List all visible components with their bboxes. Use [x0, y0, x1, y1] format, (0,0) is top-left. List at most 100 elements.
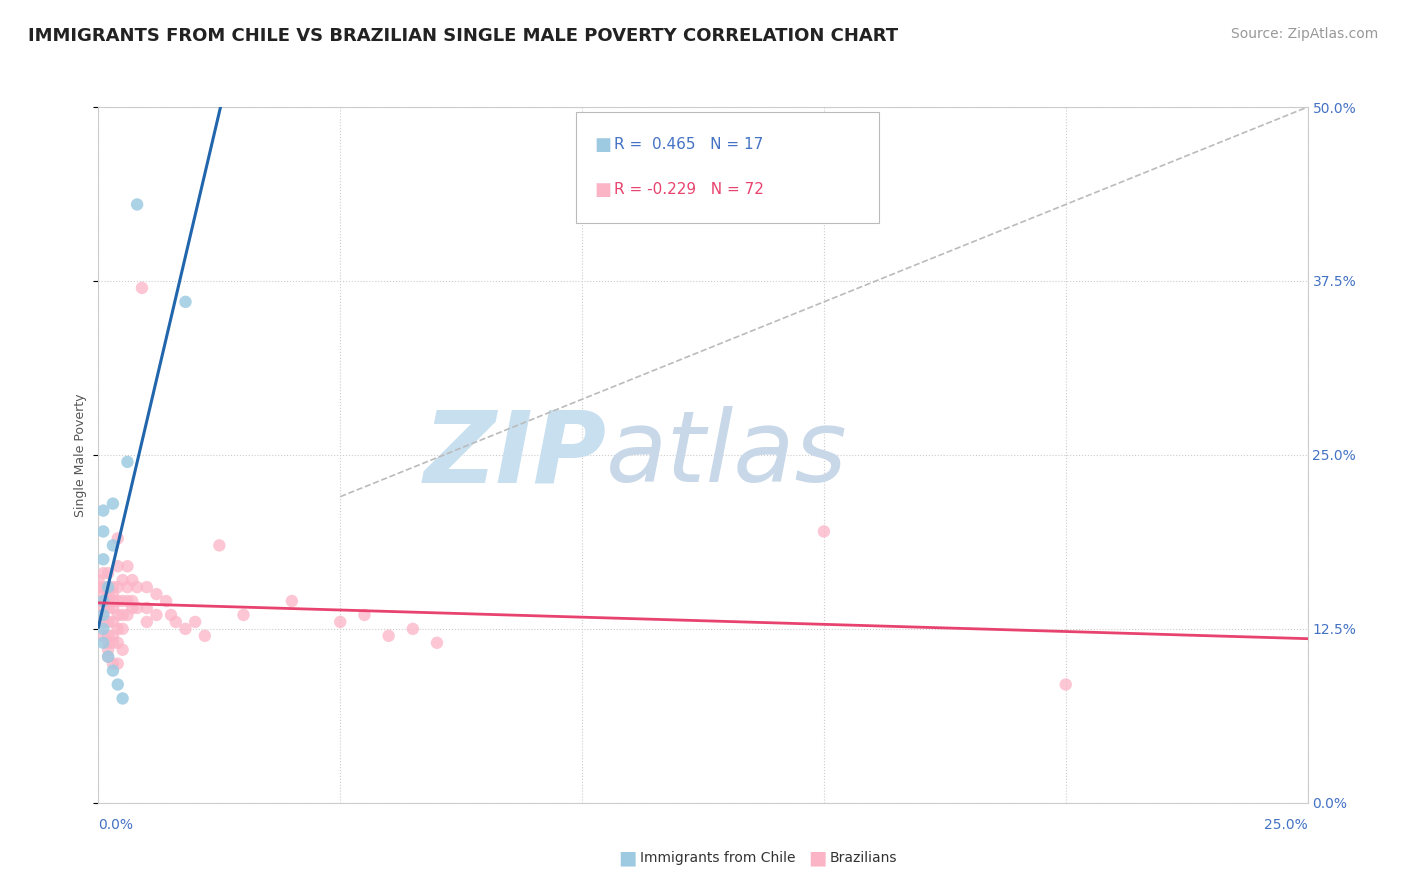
Text: Source: ZipAtlas.com: Source: ZipAtlas.com [1230, 27, 1378, 41]
Point [174, 622, 197, 636]
Point [131, 281, 153, 295]
Text: 0.0%: 0.0% [98, 818, 134, 832]
Point [426, 636, 449, 650]
Point [101, 601, 124, 615]
Point [160, 607, 183, 622]
Point [97, 615, 120, 629]
Point [101, 636, 124, 650]
Point [91, 587, 114, 601]
Point [117, 580, 139, 594]
Point [97, 587, 120, 601]
Point [353, 607, 375, 622]
Point [107, 594, 129, 608]
Text: ■: ■ [595, 181, 612, 199]
Point [101, 629, 124, 643]
Text: Brazilians: Brazilians [830, 851, 897, 865]
Text: R =  0.465   N = 17: R = 0.465 N = 17 [614, 137, 763, 153]
Point [97, 580, 120, 594]
Point [101, 580, 124, 594]
Point [184, 615, 207, 629]
Point [91, 629, 114, 643]
Point [91, 503, 114, 517]
Point [91, 580, 114, 594]
Point [91, 615, 114, 629]
Point [377, 629, 399, 643]
Point [135, 615, 157, 629]
Point [101, 587, 124, 601]
Text: ■: ■ [619, 848, 637, 868]
Point [155, 594, 177, 608]
Point [107, 532, 129, 546]
Point [127, 601, 149, 615]
Point [117, 559, 139, 574]
Text: Immigrants from Chile: Immigrants from Chile [640, 851, 796, 865]
Point [813, 524, 835, 539]
Point [111, 607, 134, 622]
Point [194, 629, 217, 643]
Text: ■: ■ [595, 136, 612, 153]
Point [91, 636, 114, 650]
Point [97, 594, 120, 608]
Text: atlas: atlas [606, 407, 848, 503]
Point [97, 601, 120, 615]
Point [107, 636, 129, 650]
Text: ■: ■ [808, 848, 827, 868]
Point [111, 642, 134, 657]
Point [165, 615, 187, 629]
Point [121, 601, 143, 615]
Point [135, 580, 157, 594]
Text: 25.0%: 25.0% [1264, 818, 1308, 832]
Point [91, 594, 114, 608]
Y-axis label: Single Male Poverty: Single Male Poverty [73, 393, 87, 516]
Point [107, 607, 129, 622]
Point [107, 580, 129, 594]
Point [91, 607, 114, 622]
Point [1054, 677, 1077, 691]
Point [111, 691, 134, 706]
Point [87, 580, 110, 594]
Point [121, 594, 143, 608]
Text: R = -0.229   N = 72: R = -0.229 N = 72 [614, 182, 765, 197]
Point [101, 538, 124, 552]
Point [135, 601, 157, 615]
Text: IMMIGRANTS FROM CHILE VS BRAZILIAN SINGLE MALE POVERTY CORRELATION CHART: IMMIGRANTS FROM CHILE VS BRAZILIAN SINGL… [28, 27, 898, 45]
Point [107, 657, 129, 671]
Point [97, 642, 120, 657]
Point [111, 573, 134, 587]
Point [91, 552, 114, 566]
Point [97, 566, 120, 581]
Point [97, 580, 120, 594]
Point [91, 566, 114, 581]
Point [91, 601, 114, 615]
Point [101, 594, 124, 608]
Point [97, 636, 120, 650]
Point [174, 294, 197, 309]
Point [121, 573, 143, 587]
Point [111, 594, 134, 608]
Point [107, 622, 129, 636]
Point [101, 664, 124, 678]
Point [145, 607, 167, 622]
Point [329, 615, 352, 629]
Point [101, 657, 124, 671]
Point [107, 559, 129, 574]
Point [232, 607, 254, 622]
Text: ZIP: ZIP [423, 407, 606, 503]
Point [97, 649, 120, 664]
Point [145, 587, 167, 601]
Point [117, 607, 139, 622]
Point [117, 594, 139, 608]
Point [91, 594, 114, 608]
Point [111, 622, 134, 636]
Point [91, 607, 114, 622]
Point [127, 580, 149, 594]
Point [127, 197, 149, 211]
Point [208, 538, 231, 552]
Point [281, 594, 304, 608]
Point [97, 649, 120, 664]
Point [402, 622, 425, 636]
Point [101, 497, 124, 511]
Point [91, 622, 114, 636]
Point [117, 455, 139, 469]
Point [97, 629, 120, 643]
